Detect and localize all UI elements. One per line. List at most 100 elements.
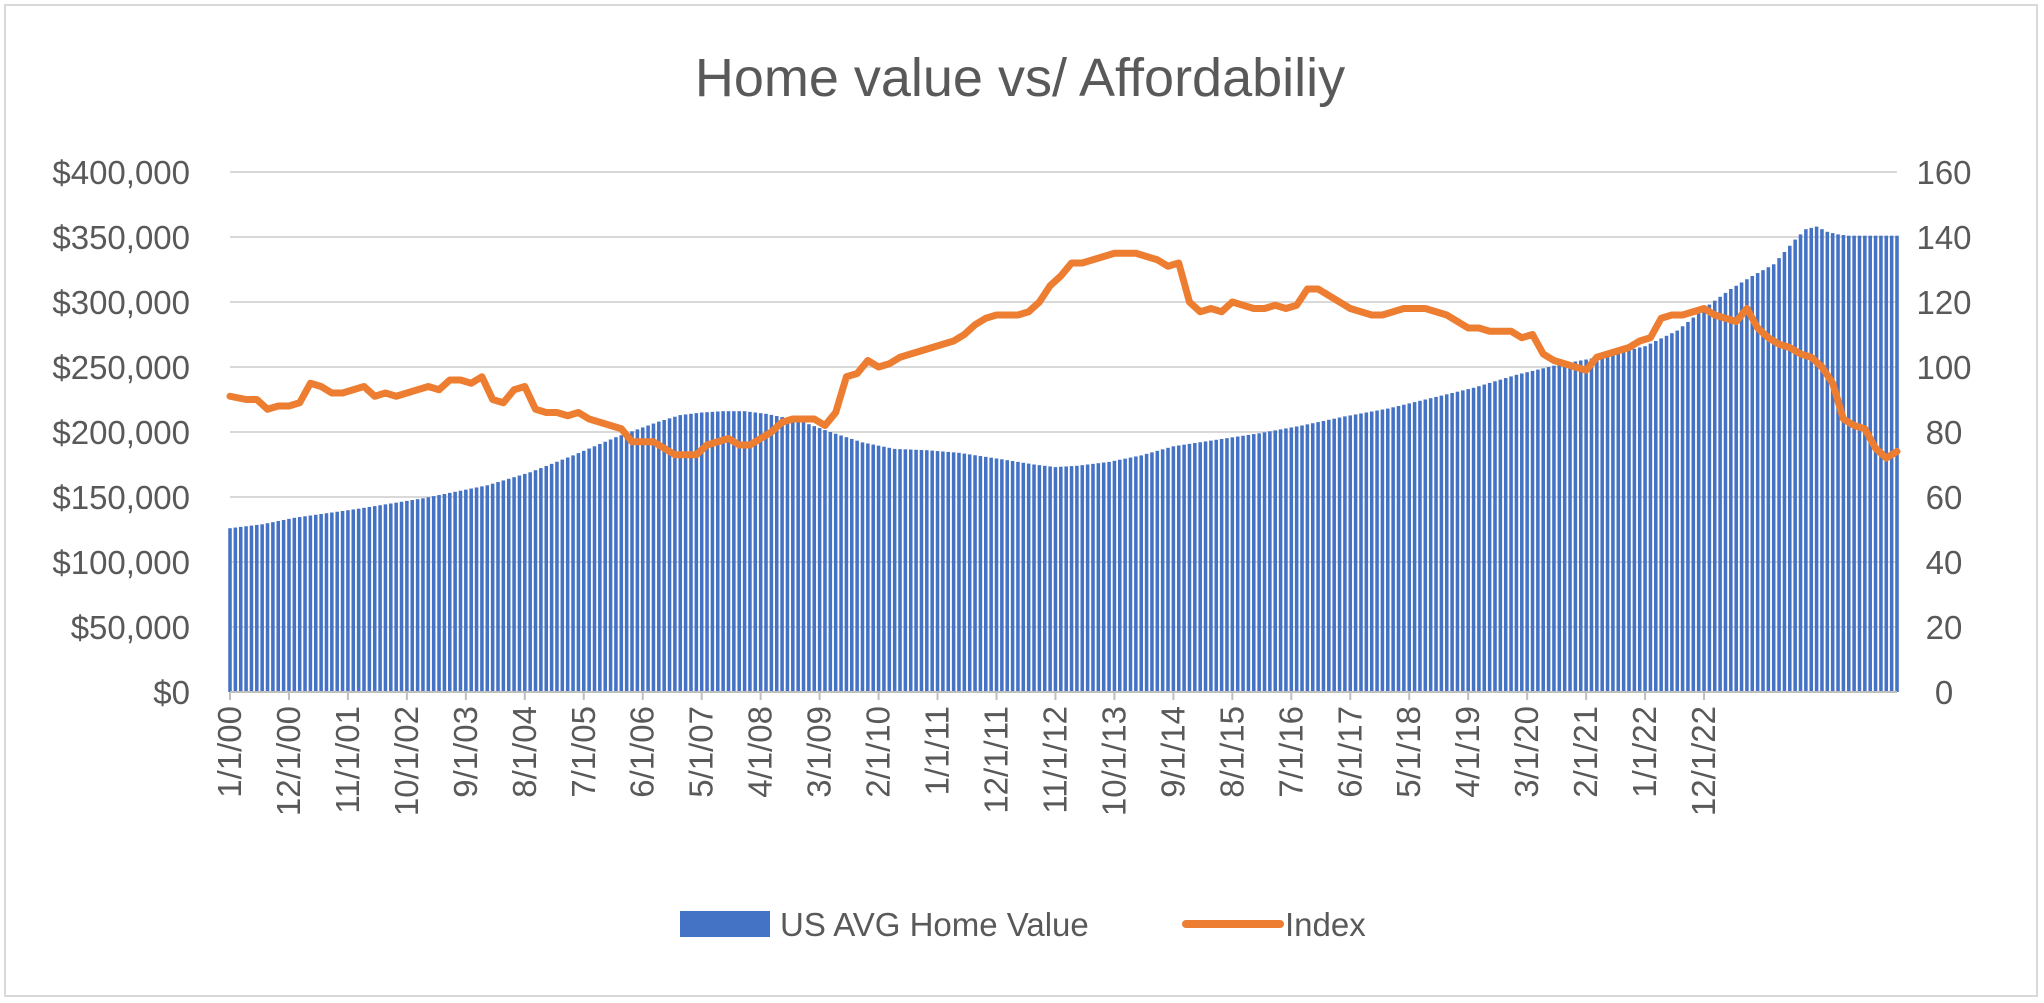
bar [1450, 393, 1454, 692]
bar [1016, 461, 1020, 692]
bar [1755, 273, 1760, 692]
bar [1487, 382, 1492, 692]
bar [1632, 348, 1637, 692]
bar [1391, 407, 1395, 692]
bar [1814, 226, 1819, 692]
bar [565, 457, 570, 692]
x-tick-label: 5/1/07 [683, 706, 720, 798]
bar [882, 446, 886, 692]
bar [1316, 422, 1320, 692]
bar [908, 449, 913, 692]
bar [415, 499, 420, 692]
bar [517, 475, 522, 692]
bar [930, 450, 934, 692]
bar [1830, 233, 1835, 692]
bar [994, 458, 999, 692]
bar [1321, 420, 1326, 692]
bar [1600, 356, 1604, 692]
bar [748, 411, 752, 692]
bar [1123, 458, 1127, 692]
bar [582, 450, 586, 692]
bar [1257, 433, 1261, 692]
bar [1691, 317, 1696, 692]
bar [1150, 452, 1154, 692]
x-tick-label: 7/1/16 [1272, 706, 1309, 798]
x-tick-label: 6/1/06 [624, 706, 661, 798]
bar [871, 444, 875, 692]
bar [1337, 417, 1342, 692]
bar [742, 411, 747, 692]
bar [957, 452, 961, 692]
bar [1573, 361, 1578, 692]
bar [780, 417, 784, 692]
bar [1611, 354, 1615, 692]
y-left-tick-label: $0 [153, 674, 190, 711]
x-tick-label: 1/1/22 [1626, 706, 1663, 798]
bar [1670, 333, 1674, 692]
bar [1863, 235, 1867, 692]
bar [1407, 403, 1411, 692]
bar [624, 433, 629, 692]
bar [828, 432, 833, 692]
bar [330, 512, 334, 692]
bar [1000, 459, 1004, 692]
bar [367, 506, 372, 692]
bar [265, 523, 270, 692]
y-axis-left-labels: $0 $50,000 $100,000 $150,000 $200,000 $250,00… [52, 154, 190, 711]
bar [281, 519, 286, 692]
bar [1037, 465, 1042, 692]
bar [351, 509, 356, 692]
bar [705, 412, 709, 692]
bar [1005, 460, 1009, 692]
bar [903, 449, 908, 692]
bar [1348, 415, 1353, 692]
y-left-tick-label: $250,000 [52, 349, 190, 386]
bar [1080, 465, 1085, 692]
bar [448, 492, 452, 692]
bar [1182, 444, 1186, 692]
bar [1246, 434, 1251, 692]
bar [389, 503, 393, 692]
x-tick-label: 3/1/20 [1508, 706, 1545, 798]
bar [1482, 384, 1487, 692]
bar [850, 438, 854, 692]
bar [1616, 352, 1621, 692]
bar [1696, 313, 1701, 692]
y-right-tick-label: 60 [1926, 479, 1963, 516]
bar [238, 526, 243, 692]
bar [1873, 235, 1878, 692]
bar [1310, 423, 1315, 692]
bar [764, 413, 768, 692]
bar [1686, 321, 1690, 692]
x-tick-label: 4/1/08 [742, 706, 779, 798]
x-tick-label: 7/1/05 [565, 706, 602, 798]
bar [1471, 387, 1476, 692]
bar [592, 446, 597, 692]
bar [1305, 424, 1310, 692]
bar [598, 444, 602, 692]
bar [694, 413, 699, 692]
y-left-tick-label: $350,000 [52, 219, 190, 256]
bar [1101, 462, 1106, 692]
bar [1294, 426, 1299, 692]
bar [989, 457, 993, 692]
bar [651, 423, 656, 692]
bar [1327, 419, 1331, 692]
bar [1836, 234, 1840, 692]
bar [1841, 235, 1846, 693]
bar [1498, 379, 1503, 692]
bar [823, 430, 827, 692]
bar [1423, 399, 1428, 692]
bar [753, 412, 758, 692]
y-left-tick-label: $50,000 [71, 609, 190, 646]
y-left-tick-label: $200,000 [52, 414, 190, 451]
index-line [226, 249, 1901, 462]
bar [249, 525, 254, 692]
bar [1418, 400, 1422, 692]
x-tick-label: 2/1/10 [860, 706, 897, 798]
bar [1788, 245, 1792, 692]
x-tick-label: 8/1/15 [1213, 706, 1250, 798]
bar [619, 435, 624, 692]
bar [1069, 466, 1074, 693]
bar [769, 414, 774, 692]
